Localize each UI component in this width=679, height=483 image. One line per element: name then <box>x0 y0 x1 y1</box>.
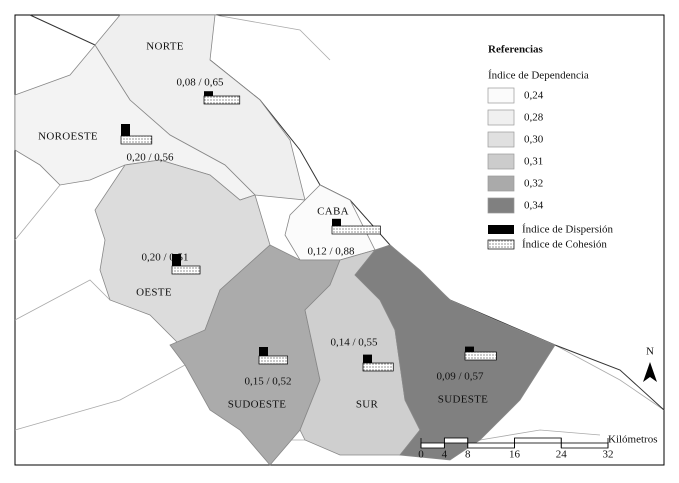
scale-segment <box>443 437 469 444</box>
dispersion-bar <box>363 354 372 363</box>
scale-segment <box>560 442 609 449</box>
cohesion-bar <box>258 355 288 365</box>
region-stats: 0,09 / 0,57 <box>436 371 484 383</box>
legend-dispersion-swatch <box>488 225 514 234</box>
region <box>354 244 556 461</box>
scale-label: 8 <box>465 449 471 461</box>
cohesion-bar <box>331 225 381 235</box>
scale-segment <box>514 437 562 444</box>
north-arrow: N <box>643 346 657 382</box>
region-name: SUDESTE <box>438 394 488 406</box>
scale-label: 0 <box>418 449 424 461</box>
dispersion-bar <box>204 91 213 96</box>
legend-swatch <box>487 175 515 192</box>
legend-label: 0,31 <box>524 156 543 168</box>
region-name: CABA <box>317 206 349 218</box>
cohesion-bar <box>362 362 394 372</box>
legend-label: 0,32 <box>524 178 543 190</box>
legend-label: 0,34 <box>524 200 544 212</box>
scale-label: 24 <box>556 449 568 461</box>
dispersion-bar <box>121 124 130 136</box>
legend-label: 0,24 <box>524 90 544 102</box>
legend-label: 0,28 <box>524 112 544 124</box>
legend-swatch <box>487 153 515 170</box>
scale-label: 16 <box>509 449 521 461</box>
legend-label: 0,30 <box>524 134 544 146</box>
legend-swatch <box>487 197 515 214</box>
region-name: OESTE <box>136 287 172 299</box>
cohesion-bar <box>120 135 153 145</box>
legend-dispersion: Índice de Dispersión <box>522 224 614 236</box>
legend-title: Referencias <box>488 44 543 56</box>
cohesion-bar <box>171 265 201 275</box>
region-stats: 0,15 / 0,52 <box>244 376 291 388</box>
scale-label: 4 <box>442 449 448 461</box>
region-stats: 0,20 / 0,56 <box>126 152 174 164</box>
dispersion-bar <box>332 218 341 226</box>
scale-segment <box>467 442 515 449</box>
region-name: SUDOESTE <box>228 399 287 411</box>
north-label: N <box>646 346 654 358</box>
legend-cohesion: Índice de Cohesión <box>522 239 607 251</box>
legend-subtitle: Índice de Dependencia <box>488 70 589 82</box>
region-stats: 0,14 / 0,55 <box>330 337 378 349</box>
scale-title: Kilómetros <box>608 434 658 446</box>
region-stats: 0,12 / 0,88 <box>307 246 355 258</box>
legend-swatch <box>487 87 515 104</box>
region-name: NOROESTE <box>38 131 98 143</box>
legend-swatch <box>487 131 515 148</box>
region-name: SUR <box>356 399 379 411</box>
cohesion-bar <box>464 351 497 361</box>
legend-cohesion-swatch <box>487 239 515 250</box>
region-stats: 0,20 / 0,51 <box>141 252 188 264</box>
scale-label: 32 <box>603 449 614 461</box>
dispersion-bar <box>172 254 181 266</box>
legend-swatch <box>487 109 515 126</box>
cohesion-bar <box>203 95 241 105</box>
dispersion-bar <box>465 346 474 352</box>
region-name: NORTE <box>146 41 184 53</box>
region-stats: 0,08 / 0,65 <box>176 77 224 89</box>
dispersion-bar <box>259 347 268 356</box>
scale-segment <box>420 442 445 449</box>
